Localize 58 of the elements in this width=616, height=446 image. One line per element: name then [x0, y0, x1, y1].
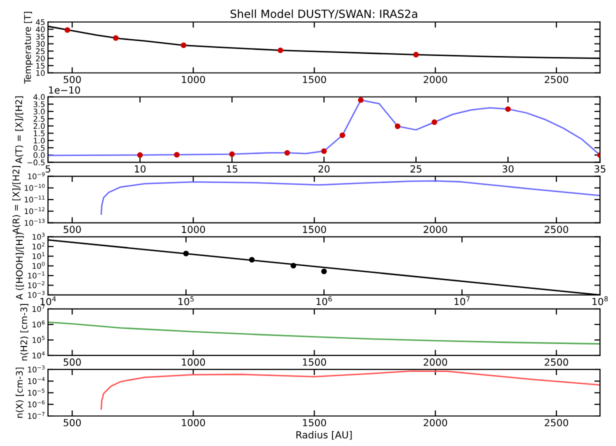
chart-title: Shell Model DUSTY/SWAN: IRAS2a [230, 9, 418, 19]
x-tick-label: 1500 [303, 76, 326, 84]
x-tick-label: 500 [64, 226, 81, 234]
x-tick-label: 15 [226, 165, 238, 173]
x-axis-title: Radius [AU] [296, 430, 352, 440]
x-tick-label: 2000 [424, 418, 448, 426]
x-tick-label: 25 [410, 165, 422, 173]
x-tick-label: 2500 [544, 76, 568, 84]
line-series [100, 180, 600, 215]
point [321, 148, 327, 154]
x-tick-label: 1000 [182, 358, 205, 366]
x-tick-label: 2000 [424, 226, 448, 234]
x-tick-label: 10$^{5}$ [178, 296, 194, 306]
point [229, 151, 235, 157]
text: 1e−10 [49, 86, 80, 94]
point [505, 106, 511, 112]
point [284, 150, 290, 156]
x-tick-label: 5 [46, 165, 50, 173]
point [358, 97, 364, 103]
x-tick-label: 10$^{7}$ [454, 296, 470, 306]
line-series [100, 370, 600, 410]
y-axis-title: n(H2) [cm-3] [20, 304, 28, 360]
point [174, 152, 180, 158]
x-tick-label: 1000 [182, 76, 205, 84]
point [394, 123, 400, 130]
x-tick-label: 1500 [303, 226, 326, 234]
y-axis-title: A(R) = [X]/[H2] [12, 166, 20, 234]
point [113, 35, 119, 41]
x-tick-label: 2000 [424, 76, 448, 84]
x-tick-label: 1000 [182, 418, 205, 426]
x-tick-label: 500 [64, 358, 81, 366]
x-tick-label: 1500 [303, 418, 326, 426]
x-tick-label: 2000 [424, 358, 448, 366]
x-tick-label: 35 [594, 165, 606, 173]
line-series [48, 322, 600, 345]
y-axis-title: n(X) [cm-3] [16, 368, 24, 418]
point [137, 152, 143, 158]
point [64, 27, 70, 33]
point [432, 119, 438, 125]
x-tick-label: 1500 [303, 358, 326, 366]
point [413, 52, 419, 58]
x-tick-label: 10 [134, 165, 146, 173]
x-tick-label: 30 [502, 165, 514, 173]
x-tick-label: 10$^{6}$ [316, 296, 332, 306]
point [278, 48, 284, 54]
y-axis-title: A ([HOOH]/[H]) [16, 232, 24, 300]
x-tick-label: 500 [64, 418, 81, 426]
x-tick-label: 2500 [544, 226, 568, 234]
x-tick-label: 10$^{8}$ [592, 296, 608, 306]
x-tick-label: 20 [318, 165, 330, 173]
y-axis-title: A(T) = [X]/[H2] [15, 96, 24, 164]
point [340, 132, 346, 138]
x-tick-label: 1000 [182, 226, 205, 234]
x-tick-label: 500 [64, 76, 81, 84]
point [180, 42, 186, 48]
x-tick-label: 2500 [544, 358, 568, 366]
x-tick-label: 2500 [544, 418, 568, 426]
y-axis-title: Temperature [T] [24, 12, 33, 84]
